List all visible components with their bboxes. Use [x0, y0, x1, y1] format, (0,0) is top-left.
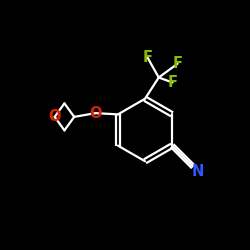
Text: N: N: [192, 164, 204, 179]
Text: F: F: [142, 50, 152, 65]
Text: O: O: [48, 110, 61, 124]
Text: F: F: [168, 75, 177, 90]
Text: F: F: [172, 56, 182, 71]
Text: O: O: [89, 106, 102, 121]
